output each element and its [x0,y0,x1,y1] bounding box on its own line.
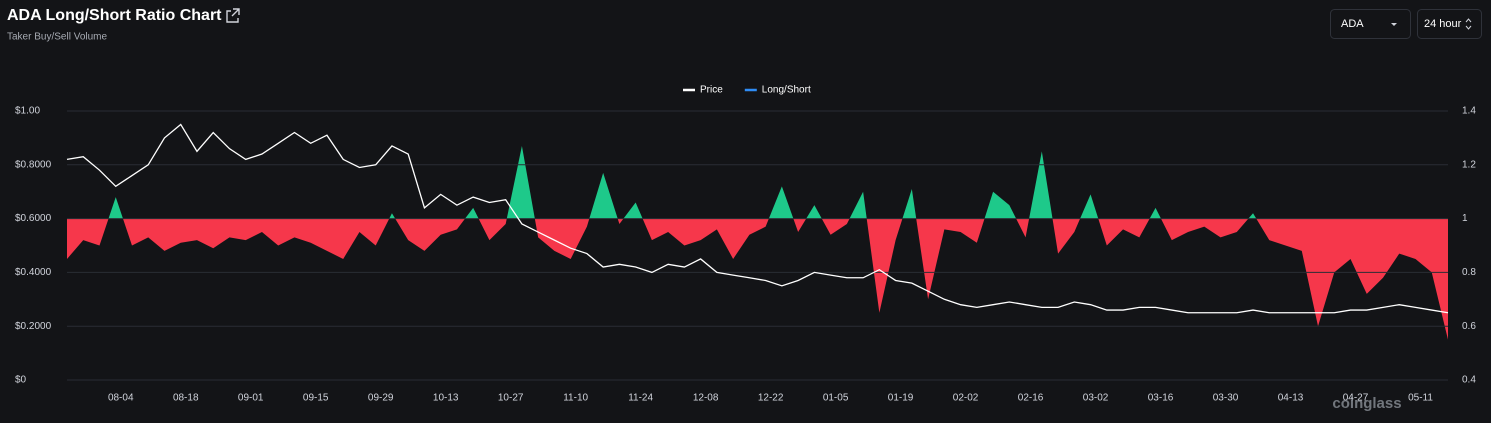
x-tick-label: 09-15 [303,393,329,404]
y2-tick-label: 0.4 [1462,375,1476,386]
select-box [1330,9,1411,39]
y2-tick-label: 0.8 [1462,267,1476,278]
x-tick-label: 01-19 [888,393,914,404]
y2-tick-label: 1.4 [1462,106,1476,117]
select-caret [1465,18,1472,30]
y-tick-label: $0 [15,375,27,386]
symbol-select[interactable]: ADA [1330,9,1411,39]
y-tick-label: $0.4000 [15,267,52,278]
x-tick-label: 10-27 [498,393,524,404]
x-tick-label: 04-27 [1343,393,1369,404]
icon-box [226,10,239,23]
select-caret [1391,23,1397,26]
y-tick-label: $0.8000 [15,159,52,170]
x-tick-label: 01-05 [823,393,849,404]
legend-label: Long/Short [762,85,811,96]
plot: $0 $0.2000 $0.4000 $0.6000 $0.8000 $1.00 0.4 0.… [15,85,1476,404]
x-tick-label: 02-02 [953,393,979,404]
x-tick-label: 08-18 [173,393,199,404]
price-line [66,123,1449,314]
y-tick-label: $0.2000 [15,321,52,332]
x-tick-label: 10-13 [433,393,459,404]
watermark: coinglass [1332,395,1401,412]
x-tick-label: 12-22 [758,393,784,404]
x-tick-label: 09-01 [238,393,264,404]
select-value: 24 hour [1424,18,1462,30]
y2-tick-label: 1 [1462,213,1468,224]
legend-label: Price [700,85,723,96]
x-tick-label: 11-24 [628,393,653,404]
y-tick-label: $1.00 [15,106,40,117]
y2-tick-label: 1.2 [1462,159,1476,170]
select-box [1417,9,1482,39]
x-tick-label: 11-10 [563,393,588,404]
x-tick-label: 05-11 [1408,393,1433,404]
long-short-area [67,145,1448,340]
x-tick-label: 04-13 [1278,393,1304,404]
x-tick-label: 09-29 [368,393,394,404]
x-tick-label: 03-02 [1083,393,1109,404]
external-link-icon[interactable] [226,8,240,23]
title: ADA Long/Short Ratio Chart [7,7,222,24]
subtitle: Taker Buy/Sell Volume [7,32,107,43]
interval-select[interactable]: 24 hour [1417,9,1482,39]
x-tick-label: 03-30 [1213,393,1239,404]
x-tick-label: 03-16 [1148,393,1174,404]
icon-arrow [231,8,240,17]
y2-tick-label: 0.6 [1462,321,1476,332]
y-tick-label: $0.6000 [15,213,52,224]
x-tick-label: 08-04 [108,393,134,404]
select-value: ADA [1341,18,1364,30]
x-tick-label: 02-16 [1018,393,1044,404]
x-tick-label: 12-08 [693,393,719,404]
